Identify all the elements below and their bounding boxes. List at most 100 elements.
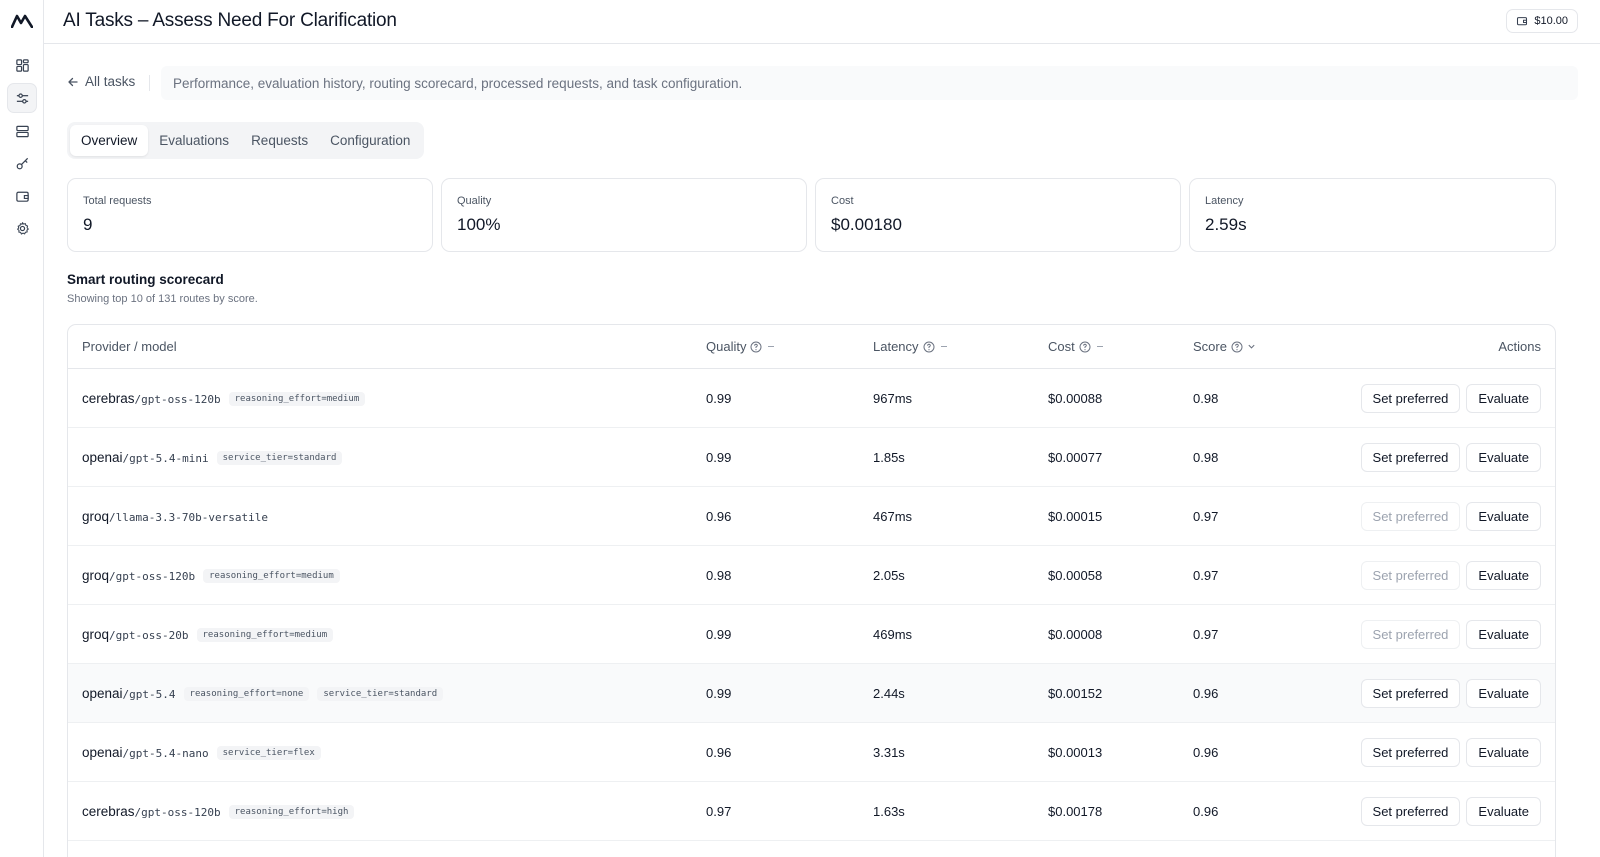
column-header-score[interactable]: Score — [1193, 339, 1256, 354]
set-preferred-button[interactable]: Set preferred — [1360, 797, 1461, 826]
stat-card-cost: Cost $0.00180 — [815, 178, 1181, 252]
provider-name: cerebras — [82, 804, 135, 819]
latency-cell: 967ms — [873, 391, 913, 406]
sidebar-item-keys[interactable] — [7, 148, 37, 178]
row-actions: Set preferred Evaluate — [1360, 546, 1541, 605]
model-name: /gpt-5.4-nano — [122, 747, 209, 760]
help-circle-icon[interactable] — [750, 341, 762, 353]
set-preferred-button[interactable]: Set preferred — [1360, 384, 1461, 413]
stat-cards: Total requests 9 Quality 100% Cost $0.00… — [67, 178, 1578, 252]
column-header-latency[interactable]: Latency — [873, 339, 947, 354]
sort-none-icon[interactable] — [768, 346, 775, 347]
sort-none-icon[interactable] — [940, 346, 947, 347]
sidebar-item-wallet[interactable] — [7, 181, 37, 211]
model-name: /gpt-oss-120b — [134, 393, 221, 406]
stat-label: Latency — [1205, 195, 1244, 207]
model-param-tag: reasoning_effort=medium — [196, 627, 334, 642]
help-circle-icon[interactable] — [1231, 341, 1243, 353]
server-stack-icon — [15, 125, 29, 137]
model-cell: openai/gpt-5.4 reasoning_effort=none servi… — [82, 664, 444, 723]
sort-none-icon[interactable] — [1096, 346, 1103, 347]
table-row: groq/gpt-oss-120b reasoning_effort=medium… — [68, 546, 1555, 605]
sidebar-item-dashboard[interactable] — [7, 50, 37, 80]
evaluate-button[interactable]: Evaluate — [1466, 443, 1541, 472]
tab-requests[interactable]: Requests — [251, 133, 309, 148]
chevron-down-icon[interactable] — [1247, 342, 1256, 351]
score-cell: 0.97 — [1193, 627, 1219, 642]
quality-cell: 0.99 — [706, 686, 732, 701]
evaluate-button[interactable]: Evaluate — [1466, 502, 1541, 531]
set-preferred-button[interactable]: Set preferred — [1360, 443, 1461, 472]
model-param-tag: service_tier=flex — [216, 745, 321, 760]
back-to-all-tasks-link[interactable]: All tasks — [67, 74, 135, 89]
score-cell: 0.98 — [1193, 391, 1219, 406]
sidebar-item-settings[interactable] — [7, 213, 37, 243]
table-row: openai/gpt-5.4 reasoning_effort=none servi… — [68, 664, 1555, 723]
score-cell: 0.96 — [1193, 745, 1219, 760]
provider-name: openai — [82, 686, 123, 701]
tab-evaluations[interactable]: Evaluations — [159, 133, 230, 148]
set-preferred-button[interactable]: Set preferred — [1360, 502, 1461, 531]
cost-cell: $0.00077 — [1048, 450, 1103, 465]
brand-logo[interactable] — [9, 10, 35, 32]
column-header-quality[interactable]: Quality — [706, 339, 775, 354]
latency-cell: 469ms — [873, 627, 913, 642]
column-header-model: Provider / model — [82, 339, 177, 354]
balance-amount: $10.00 — [1534, 15, 1568, 27]
score-cell: 0.96 — [1193, 804, 1219, 819]
evaluate-button[interactable]: Evaluate — [1466, 679, 1541, 708]
scorecard-table: Provider / model Quality Latency Cost — [67, 324, 1556, 857]
scorecard-title: Smart routing scorecard — [67, 272, 224, 287]
tab-bar: Overview Evaluations Requests Configurat… — [67, 122, 425, 159]
evaluate-button[interactable]: Evaluate — [1466, 797, 1541, 826]
breadcrumb: All tasks Performance, evaluation histor… — [67, 66, 1578, 100]
sidebar-item-servers[interactable] — [7, 116, 37, 146]
evaluate-button[interactable]: Evaluate — [1466, 738, 1541, 767]
stat-label: Total requests — [83, 195, 152, 207]
column-header-cost[interactable]: Cost — [1048, 339, 1103, 354]
evaluate-button[interactable]: Evaluate — [1466, 384, 1541, 413]
set-preferred-button[interactable]: Set preferred — [1360, 620, 1461, 649]
quality-cell: 0.96 — [706, 509, 732, 524]
provider-model: groq/gpt-oss-20b — [82, 627, 189, 642]
set-preferred-button[interactable]: Set preferred — [1360, 738, 1461, 767]
help-circle-icon[interactable] — [1079, 341, 1091, 353]
cost-cell: $0.00152 — [1048, 686, 1103, 701]
quality-cell: 0.99 — [706, 450, 732, 465]
latency-cell: 3.31s — [873, 745, 905, 760]
breadcrumb-divider — [149, 75, 150, 91]
page-title: AI Tasks – Assess Need For Clarification — [63, 10, 397, 31]
cost-cell: $0.00015 — [1048, 509, 1103, 524]
task-description: Performance, evaluation history, routing… — [161, 66, 1578, 100]
model-cell: groq/llama-3.3-70b-versatile — [82, 487, 268, 546]
table-row: groq/llama-3.3-70b-versatile 0.96 467ms $0.… — [68, 487, 1555, 546]
scorecard-subtitle: Showing top 10 of 131 routes by score. — [67, 293, 258, 305]
sidebar-item-routing[interactable] — [7, 83, 37, 113]
evaluate-button[interactable]: Evaluate — [1466, 620, 1541, 649]
model-name: /gpt-oss-120b — [134, 806, 221, 819]
latency-cell: 467ms — [873, 509, 913, 524]
quality-cell: 0.99 — [706, 627, 732, 642]
model-cell: groq/gpt-oss-120b reasoning_effort=medium — [82, 546, 340, 605]
help-circle-icon[interactable] — [923, 341, 935, 353]
set-preferred-button[interactable]: Set preferred — [1360, 561, 1461, 590]
latency-cell: 2.44s — [873, 686, 905, 701]
row-actions: Set preferred Evaluate — [1360, 605, 1541, 664]
tab-configuration[interactable]: Configuration — [330, 133, 411, 148]
stat-card-quality: Quality 100% — [441, 178, 807, 252]
gear-icon — [16, 221, 29, 235]
balance-badge[interactable]: $10.00 — [1506, 9, 1578, 33]
quality-cell: 0.98 — [706, 568, 732, 583]
evaluate-button[interactable]: Evaluate — [1466, 561, 1541, 590]
model-name: /llama-3.3-70b-versatile — [109, 511, 268, 524]
score-cell: 0.97 — [1193, 568, 1219, 583]
provider-name: groq — [82, 509, 110, 524]
task-description-text: Performance, evaluation history, routing… — [173, 75, 743, 91]
tab-overview[interactable]: Overview — [70, 125, 149, 156]
score-cell: 0.96 — [1193, 686, 1219, 701]
cost-cell: $0.00178 — [1048, 804, 1103, 819]
brand-logo-icon — [11, 14, 33, 28]
set-preferred-button[interactable]: Set preferred — [1360, 679, 1461, 708]
provider-model: cerebras/gpt-oss-120b — [82, 391, 221, 406]
model-name: /gpt-oss-120b — [109, 570, 196, 583]
